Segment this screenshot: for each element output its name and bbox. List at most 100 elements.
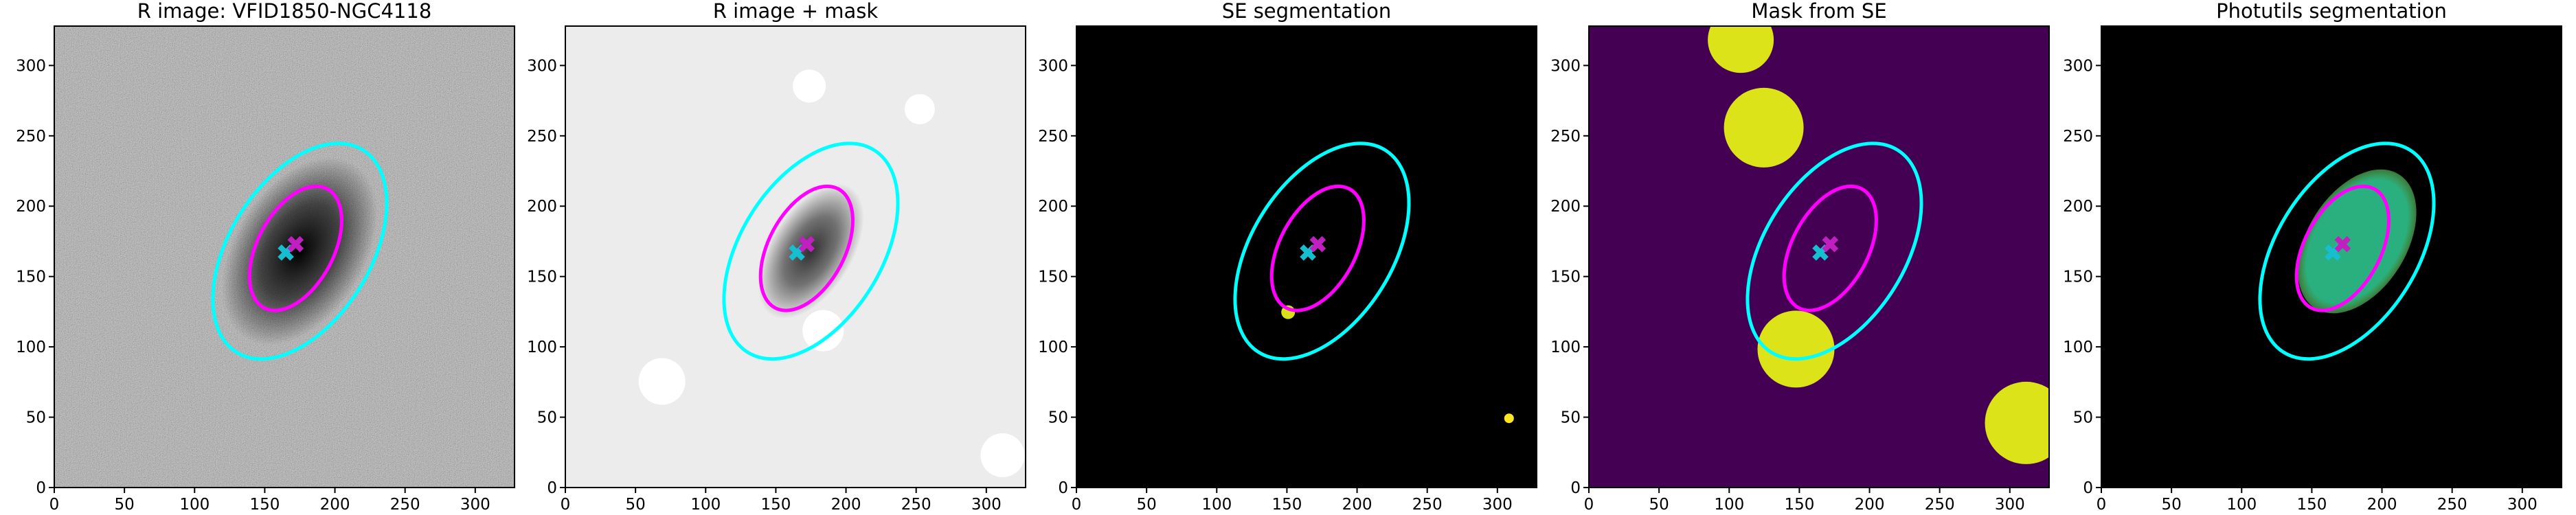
y-tick-label: 50 xyxy=(26,409,46,427)
panel: R image + mask 0 50 100 150 200 250 300 0 50 100 15… xyxy=(527,0,1026,514)
marker xyxy=(1822,236,1839,253)
x-tick-label: 100 xyxy=(1714,496,1744,514)
y-tick-label: 150 xyxy=(527,268,557,286)
y-tick-label: 200 xyxy=(2063,198,2093,216)
y-tick-label: 300 xyxy=(1038,57,1068,75)
mask-blob xyxy=(1724,87,1804,168)
marker xyxy=(2334,236,2351,253)
y-tick-label: 100 xyxy=(527,339,557,356)
y-tick-label: 0 xyxy=(547,479,557,497)
panel: SE segmentation 0 50 100 150 200 250 300 0 50 100 1… xyxy=(1038,0,1537,514)
mask-blob xyxy=(1985,381,2049,464)
y-tick-label: 0 xyxy=(2083,479,2093,497)
x-tick-label: 300 xyxy=(971,496,1002,514)
ellipse xyxy=(722,141,900,361)
mask-blob xyxy=(1708,26,1774,73)
x-tick-label: 100 xyxy=(1201,496,1232,514)
x-tick-label: 250 xyxy=(1925,496,1955,514)
x-tick-label: 0 xyxy=(1584,496,1594,514)
y-tick-label: 50 xyxy=(1048,409,1068,427)
image xyxy=(2101,26,2562,488)
x-tick-label: 50 xyxy=(1649,496,1669,514)
y-tick-label: 200 xyxy=(1038,198,1068,216)
axes-frame xyxy=(1588,25,2050,488)
ellipse xyxy=(2294,184,2391,312)
x-tick-label: 250 xyxy=(2437,496,2467,514)
x-tick-label: 150 xyxy=(249,496,280,514)
x-tick-label: 50 xyxy=(2161,496,2181,514)
x-tick-label: 200 xyxy=(320,496,350,514)
panel: Mask from SE 0 50 100 150 200 250 300 0 50 100 150 2… xyxy=(1550,0,2050,514)
y-tick-label: 100 xyxy=(1038,339,1068,356)
x-tick-label: 150 xyxy=(760,496,791,514)
ellipse xyxy=(2258,141,2436,361)
x-tick-label: 300 xyxy=(460,496,490,514)
panel-title: SE segmentation xyxy=(1222,0,1391,23)
segment xyxy=(1504,413,1514,424)
x-tick-label: 0 xyxy=(1072,496,1082,514)
mask-blob xyxy=(904,93,935,124)
y-tick-label: 100 xyxy=(2063,339,2093,356)
ellipse xyxy=(211,141,389,361)
ellipse xyxy=(1745,141,1923,361)
y-tick-label: 300 xyxy=(527,57,557,75)
image xyxy=(1589,26,2049,488)
x-tick-label: 150 xyxy=(1784,496,1814,514)
x-tick-label: 0 xyxy=(2097,496,2107,514)
y-tick-label: 150 xyxy=(2063,268,2093,286)
x-tick-label: 0 xyxy=(49,496,60,514)
marker xyxy=(287,236,304,253)
x-tick-label: 100 xyxy=(690,496,721,514)
axes-frame xyxy=(2101,25,2562,488)
y-tick-label: 250 xyxy=(1038,128,1068,146)
y-tick-label: 0 xyxy=(1058,479,1068,497)
ellipse xyxy=(247,184,343,312)
panel-title: Mask from SE xyxy=(1751,0,1886,23)
y-tick-label: 300 xyxy=(2063,57,2093,75)
mask-blob xyxy=(802,310,844,352)
x-tick-label: 200 xyxy=(1342,496,1372,514)
y-tick-label: 50 xyxy=(2073,409,2093,427)
y-tick-label: 0 xyxy=(1570,479,1581,497)
marker xyxy=(1309,236,1326,253)
x-tick-label: 300 xyxy=(2507,496,2538,514)
x-tick-label: 0 xyxy=(561,496,571,514)
panel: R image: VFID1850-NGC4118 0 50 100 150 200 250… xyxy=(16,0,515,514)
x-tick-label: 300 xyxy=(1995,496,2025,514)
mask-blob xyxy=(980,433,1025,477)
y-tick-label: 150 xyxy=(16,268,46,286)
axes-frame xyxy=(1076,25,1537,488)
x-tick-label: 300 xyxy=(1482,496,1513,514)
panel-title: R image: VFID1850-NGC4118 xyxy=(137,0,432,23)
y-tick-label: 200 xyxy=(16,198,46,216)
image xyxy=(1076,26,1537,488)
x-tick-label: 200 xyxy=(2367,496,2397,514)
y-tick-label: 50 xyxy=(1561,409,1581,427)
mask-blob xyxy=(638,358,686,405)
y-tick-label: 50 xyxy=(537,409,557,427)
x-tick-label: 250 xyxy=(390,496,420,514)
y-tick-label: 150 xyxy=(1550,268,1581,286)
axes-frame xyxy=(54,25,515,488)
x-tick-label: 100 xyxy=(179,496,210,514)
x-tick-label: 50 xyxy=(625,496,645,514)
y-tick-label: 200 xyxy=(1550,198,1581,216)
y-tick-label: 300 xyxy=(1550,57,1581,75)
y-tick-label: 250 xyxy=(2063,128,2093,146)
y-tick-label: 150 xyxy=(1038,268,1068,286)
panel-title: Photutils segmentation xyxy=(2216,0,2447,23)
ellipse xyxy=(1233,141,1411,361)
ellipse xyxy=(758,184,855,312)
y-tick-label: 300 xyxy=(16,57,46,75)
y-tick-label: 100 xyxy=(16,339,46,356)
x-tick-label: 150 xyxy=(2296,496,2327,514)
mask-blob xyxy=(793,69,826,103)
y-tick-label: 250 xyxy=(16,128,46,146)
ellipse xyxy=(1269,184,1366,312)
x-tick-label: 250 xyxy=(901,496,931,514)
panel-title: R image + mask xyxy=(713,0,879,23)
x-tick-label: 150 xyxy=(1272,496,1302,514)
x-tick-label: 200 xyxy=(1855,496,1885,514)
ellipse xyxy=(1782,184,1878,312)
